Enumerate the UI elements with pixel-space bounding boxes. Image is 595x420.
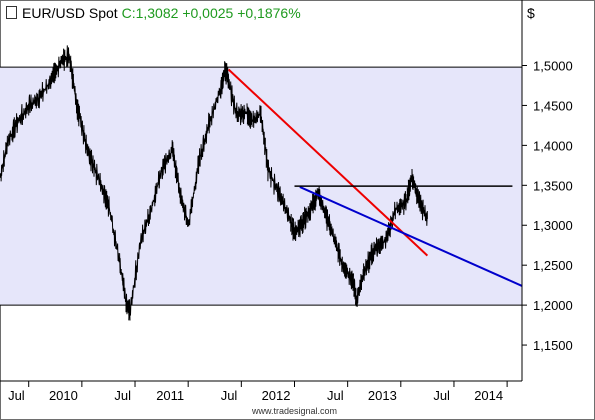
y-tick-label: 1,5000 <box>533 58 573 73</box>
x-tick-label: Jul <box>433 388 450 403</box>
trendline-red <box>227 68 429 257</box>
change-percent: +0,1876% <box>237 5 301 21</box>
y-tick-label: 1,3500 <box>533 178 573 193</box>
y-tick-label: 1,3000 <box>533 218 573 233</box>
y-tick-label: 1,2000 <box>533 298 573 313</box>
x-tick-label: 2011 <box>156 388 184 403</box>
x-tick-label: Jul <box>114 388 131 403</box>
x-axis-ticks: Jul 2010 Jul 2011 Jul 2012 Jul 2013 Jul 2014 <box>8 381 508 403</box>
y-axis-ticks: 1,1500 1,2000 1,2500 1,3000 1,3500 1,4000 1,45… <box>522 58 573 353</box>
y-tick-label: 1,2500 <box>533 258 573 273</box>
y-axis-unit: $ <box>527 5 535 21</box>
trendline-blue <box>299 185 523 287</box>
price-series-line <box>0 45 428 321</box>
x-tick-label: Jul <box>221 388 238 403</box>
change-value: +0,0025 <box>182 5 234 21</box>
x-tick-label: Jul <box>327 388 344 403</box>
y-tick-label: 1,4000 <box>533 138 573 153</box>
chart-title: EUR/USD Spot C:1,3082 +0,0025 +0,1876% <box>6 5 301 21</box>
trendlines <box>227 68 523 287</box>
close-value: C:1,3082 <box>121 5 179 21</box>
x-tick-label: 2012 <box>262 388 291 403</box>
symbol-label: EUR/USD Spot <box>22 5 118 21</box>
x-tick-label: 2013 <box>368 388 397 403</box>
x-tick-label: 2010 <box>49 388 78 403</box>
collapse-box-icon[interactable] <box>6 6 17 19</box>
x-tick-label: Jul <box>8 388 25 403</box>
watermark: www.tradesignal.com <box>252 406 338 416</box>
x-tick-label: 2014 <box>474 388 503 403</box>
y-tick-label: 1,4500 <box>533 98 573 113</box>
y-tick-label: 1,1500 <box>533 338 573 353</box>
